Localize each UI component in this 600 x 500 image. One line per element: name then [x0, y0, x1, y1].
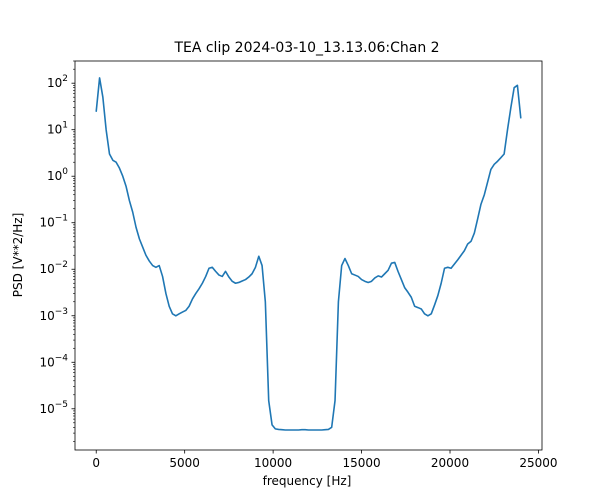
plot-area: 10−5 10−4 10−3 10−2 10−1 100 101 102 0 5000 10000 1… [39, 60, 558, 470]
y-tick-label: 10−1 [39, 214, 68, 230]
y-tick-label: 10−5 [39, 400, 68, 416]
y-tick-label: 10−4 [39, 353, 68, 369]
y-tick-label: 101 [47, 121, 68, 137]
y-tick-label: 100 [47, 167, 68, 183]
chart-title: TEA clip 2024-03-10_13.13.06:Chan 2 [173, 40, 439, 56]
x-tick-label: 15000 [342, 456, 380, 470]
x-axis-title: frequency [Hz] [263, 474, 352, 488]
x-tick-label: 25000 [519, 456, 557, 470]
x-tick-label: 10000 [254, 456, 292, 470]
series-line [95, 77, 522, 431]
y-tick-label: 102 [47, 74, 68, 90]
x-tick-label: 5000 [169, 456, 200, 470]
x-tick-label: 20000 [431, 456, 469, 470]
y-tick-label: 10−3 [39, 307, 68, 323]
y-axis-title: PSD [V**2/Hz] [11, 213, 25, 297]
x-tick-label: 0 [92, 456, 100, 470]
plot-frame [74, 60, 543, 451]
y-tick-label: 10−2 [39, 260, 68, 276]
